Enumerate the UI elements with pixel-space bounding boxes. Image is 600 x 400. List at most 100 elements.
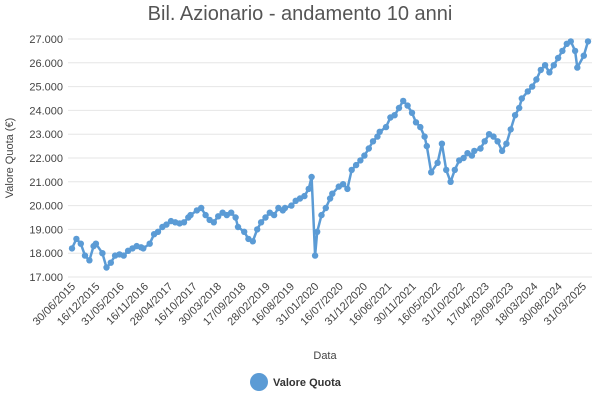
data-point[interactable]	[254, 226, 261, 233]
data-point[interactable]	[395, 104, 403, 112]
data-point[interactable]	[524, 88, 531, 95]
data-point[interactable]	[180, 219, 188, 226]
data-point[interactable]	[357, 157, 364, 164]
data-point[interactable]	[352, 161, 360, 169]
y-tick-label: 20.000	[29, 201, 63, 213]
data-point[interactable]	[329, 190, 336, 197]
data-point[interactable]	[428, 169, 435, 176]
data-point[interactable]	[339, 181, 347, 188]
data-point[interactable]	[140, 245, 147, 252]
data-point[interactable]	[580, 52, 587, 59]
data-point[interactable]	[376, 128, 383, 135]
data-point[interactable]	[447, 178, 454, 185]
data-point[interactable]	[477, 145, 484, 152]
data-point[interactable]	[550, 61, 557, 69]
data-point[interactable]	[529, 83, 536, 90]
data-point[interactable]	[344, 185, 351, 193]
data-point[interactable]	[533, 76, 540, 83]
data-point[interactable]	[412, 119, 420, 126]
y-tick-label: 17.000	[29, 272, 63, 284]
data-point[interactable]	[518, 95, 525, 102]
data-point[interactable]	[234, 223, 242, 231]
data-point[interactable]	[120, 252, 127, 259]
data-point[interactable]	[270, 211, 278, 219]
data-point[interactable]	[423, 142, 430, 150]
data-point[interactable]	[537, 66, 544, 74]
data-point[interactable]	[451, 166, 458, 174]
data-point[interactable]	[408, 109, 416, 117]
data-point[interactable]	[391, 112, 398, 119]
data-point[interactable]	[68, 245, 76, 252]
data-point[interactable]	[471, 147, 478, 155]
data-point[interactable]	[460, 154, 467, 162]
data-point[interactable]	[154, 228, 162, 235]
data-point[interactable]	[546, 69, 553, 76]
data-point[interactable]	[99, 250, 106, 257]
data-point[interactable]	[498, 147, 506, 155]
data-point[interactable]	[567, 38, 574, 45]
data-point[interactable]	[468, 152, 476, 159]
data-point[interactable]	[503, 140, 510, 147]
data-point[interactable]	[187, 211, 194, 219]
data-point[interactable]	[257, 219, 265, 226]
data-point[interactable]	[202, 211, 209, 219]
data-point[interactable]	[404, 102, 411, 109]
data-point[interactable]	[541, 61, 549, 69]
data-point[interactable]	[210, 219, 217, 226]
data-point[interactable]	[73, 235, 80, 243]
data-point[interactable]	[369, 138, 377, 145]
data-point[interactable]	[318, 211, 325, 219]
data-point[interactable]	[400, 97, 407, 105]
data-point[interactable]	[494, 138, 501, 145]
data-point[interactable]	[443, 166, 450, 174]
data-point[interactable]	[198, 204, 205, 212]
data-point[interactable]	[107, 259, 115, 266]
data-point[interactable]	[516, 104, 523, 112]
data-point[interactable]	[215, 213, 222, 220]
data-point[interactable]	[81, 252, 89, 259]
data-point[interactable]	[417, 123, 424, 131]
data-point[interactable]	[382, 123, 390, 131]
legend-swatch	[250, 373, 268, 391]
data-point[interactable]	[559, 47, 566, 55]
data-point[interactable]	[311, 252, 319, 259]
data-point[interactable]	[249, 238, 256, 245]
y-axis-ticks: 17.000 18.000 19.000 20.000 21.000 22.000 23.0…	[29, 34, 63, 284]
data-point[interactable]	[554, 54, 562, 62]
data-point[interactable]	[314, 228, 321, 235]
data-point[interactable]	[507, 126, 514, 133]
data-point[interactable]	[262, 214, 269, 221]
data-point[interactable]	[92, 240, 100, 247]
data-point[interactable]	[511, 112, 519, 119]
data-point[interactable]	[308, 173, 315, 181]
data-point[interactable]	[490, 133, 497, 140]
data-point[interactable]	[584, 38, 592, 45]
data-point[interactable]	[574, 64, 581, 71]
data-point[interactable]	[103, 264, 110, 271]
data-point[interactable]	[228, 209, 235, 216]
data-point[interactable]	[322, 204, 329, 212]
data-point[interactable]	[232, 214, 239, 221]
data-point[interactable]	[301, 192, 308, 200]
data-point[interactable]	[365, 145, 372, 152]
data-point[interactable]	[434, 159, 441, 166]
data-point[interactable]	[288, 202, 295, 209]
data-point[interactable]	[421, 133, 428, 140]
data-point[interactable]	[163, 221, 170, 228]
y-tick-label: 24.000	[29, 105, 63, 117]
data-point[interactable]	[348, 166, 355, 174]
data-point[interactable]	[77, 240, 85, 247]
legend[interactable]: Valore Quota	[250, 373, 342, 391]
data-point[interactable]	[86, 257, 93, 264]
data-point[interactable]	[571, 47, 579, 55]
data-point[interactable]	[361, 152, 368, 159]
data-point[interactable]	[438, 140, 446, 147]
data-point[interactable]	[326, 195, 334, 202]
data-point[interactable]	[281, 204, 289, 212]
data-point[interactable]	[241, 228, 248, 235]
data-point[interactable]	[305, 185, 312, 193]
data-point[interactable]	[481, 138, 488, 145]
data-point[interactable]	[374, 133, 381, 140]
data-point[interactable]	[146, 240, 153, 247]
